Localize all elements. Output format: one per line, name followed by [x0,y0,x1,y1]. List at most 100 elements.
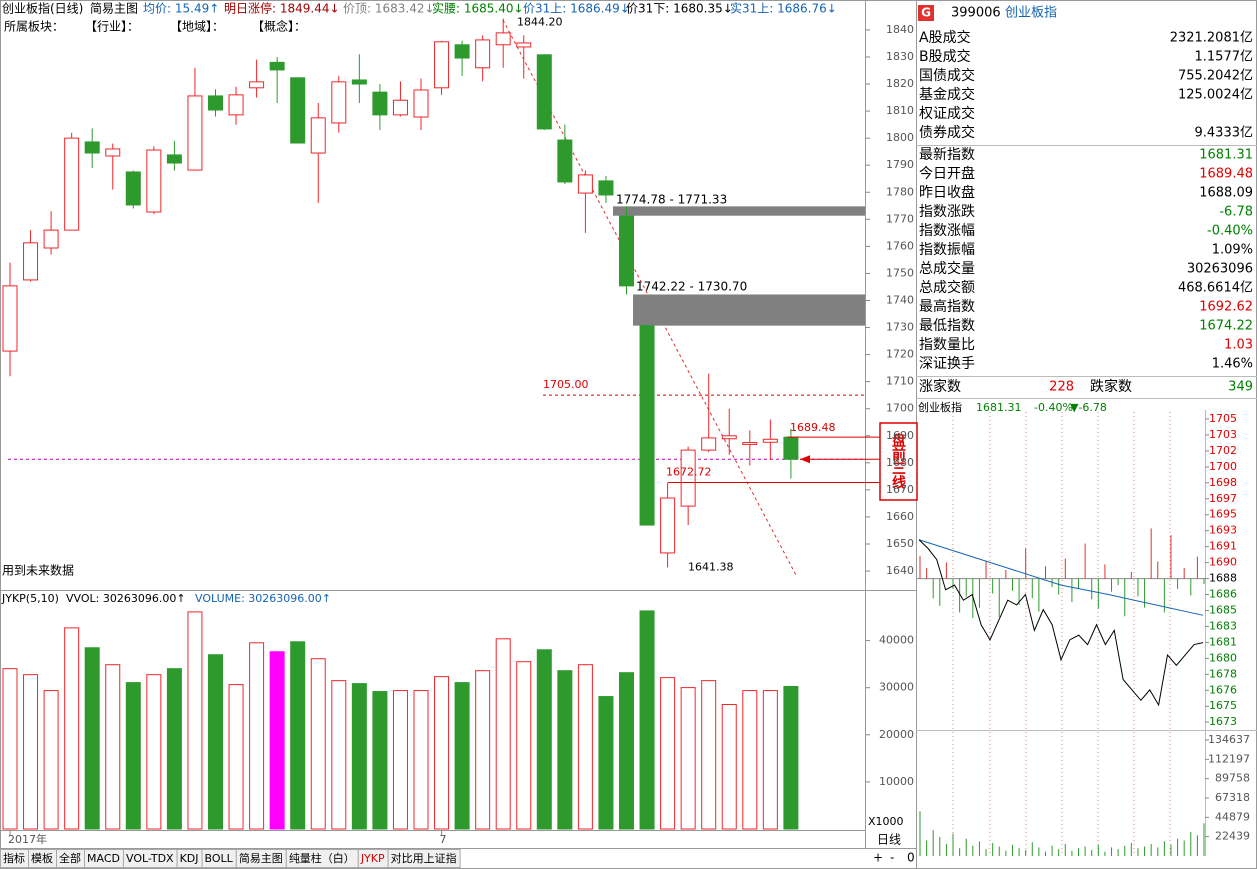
row-value: 468.6614亿 [1178,281,1253,296]
candle-body [351,79,367,85]
price-label: 1844.20 [517,16,563,29]
control[interactable]: 0 [907,851,915,865]
candle-body [64,137,80,231]
gap-zone [613,206,865,216]
control[interactable]: + [873,851,883,865]
candle-body [290,77,306,144]
y-tick-label: 1678 [1209,667,1237,680]
tab-label[interactable]: 指标 [3,851,25,865]
price-label: 1641.38 [688,560,734,573]
indicator: 实腰: 1685.40↓ [432,1,524,16]
row-value: 30263096 [1187,262,1253,277]
row-label: 昨日收盘 [919,184,975,201]
level-label: 1705.00 [543,378,589,391]
tab-label[interactable]: 简易主图 [239,851,283,865]
volume-bar [516,661,532,830]
y-tick-label: 1697 [1209,492,1237,505]
volume-bar [536,649,552,830]
volume-bar [84,647,100,830]
tab-label[interactable]: 模板 [31,851,53,865]
tab-label[interactable]: 纯量柱（白） [289,851,355,865]
candle-body [762,438,778,443]
volume-bar [269,651,285,830]
count-label: 跌家数 [1090,378,1132,395]
y-tick-label: 1688 [1209,572,1237,585]
y-tick-label: 1681 [1209,635,1237,648]
tab-label[interactable]: MACD [87,852,120,865]
row-label: 指数涨幅 [919,223,975,239]
volume-bar [331,680,347,830]
row-value: 1.46% [1212,357,1253,372]
y-tick-label: 112197 [1208,752,1250,765]
candle-body [783,436,799,460]
volume-bar [290,641,306,830]
row-value: 1681.31 [1199,148,1253,163]
price-label: 1672.72 [666,466,712,479]
y-tick-label: 1690 [1209,556,1237,569]
row-label: 最新指数 [919,147,975,163]
y-tick-label: 67318 [1215,791,1250,804]
y-tick-label: 1650 [886,537,914,550]
code: 399006 [951,6,1001,21]
y-tick-label: 1675 [1209,699,1237,712]
tab-label[interactable]: 全部 [59,851,81,865]
y-tick-label: 1710 [886,375,914,388]
volume-bar [434,676,450,830]
volume-bar [372,691,388,830]
candle-body [249,81,265,89]
row-label: 基金成交 [919,86,975,103]
y-tick-label: 1683 [1209,619,1237,632]
y-tick-label: 1700 [1209,460,1237,473]
volume-bar [43,690,59,830]
volume-bar [495,638,511,830]
row-label: 指数振幅 [919,242,975,258]
volume-header: JYKP(5,10) [1,592,59,605]
count-label: 涨家数 [919,378,961,395]
tab-label[interactable]: JYKP [360,852,385,865]
y-tick-label: 1691 [1209,540,1237,553]
volume-bar [23,674,39,830]
y-tick-label: 1685 [1209,603,1237,616]
tab-label[interactable]: 对比用上证指 [391,851,457,865]
candle-body [208,95,223,111]
y-tick-label: 1698 [1209,476,1237,489]
candle-body [434,41,450,89]
y-tick-label: 1750 [886,266,914,279]
candle-body [372,91,388,116]
row-value: 1.1577亿 [1195,50,1254,65]
y-tick-label: 1670 [886,483,914,496]
tab-label[interactable]: KDJ [180,852,199,865]
y-tick-label: 1690 [886,429,914,442]
volume-bar [454,682,470,830]
volume-bar [228,684,244,830]
y-tick-label: 30000 [879,681,914,694]
note: 用到未来数据 [2,563,74,578]
volume-bar [701,680,717,830]
row-value: 1.03 [1224,338,1253,353]
volume-bar [639,610,655,830]
tab-label[interactable]: BOLL [205,852,234,865]
candle-body [660,497,676,554]
tab[interactable] [387,849,461,868]
row-label: 最高指数 [919,298,975,315]
candle-body [146,149,162,213]
tab-label[interactable]: VOL-TDX [126,852,174,865]
row-value: -6.78 [1219,205,1253,220]
candle-body [84,141,100,154]
row-label: 深证换手 [919,355,975,372]
candle-body [331,81,347,124]
indicator: 明日涨停: 1849.44↓ [224,1,340,16]
candle-body [454,44,470,59]
badge-box [918,5,934,21]
x-tick-label: 7 [440,833,447,846]
row-label: 今日开盘 [919,165,975,182]
y-tick-label: 1730 [886,321,914,334]
callout: 盘前三线 [890,432,906,490]
candle-body [392,99,408,116]
intraday-header: 创业板指 [918,400,962,414]
control[interactable]: - [890,851,894,865]
volume-bar [249,642,265,830]
candle-body [536,54,552,130]
volume-bar [721,704,737,830]
